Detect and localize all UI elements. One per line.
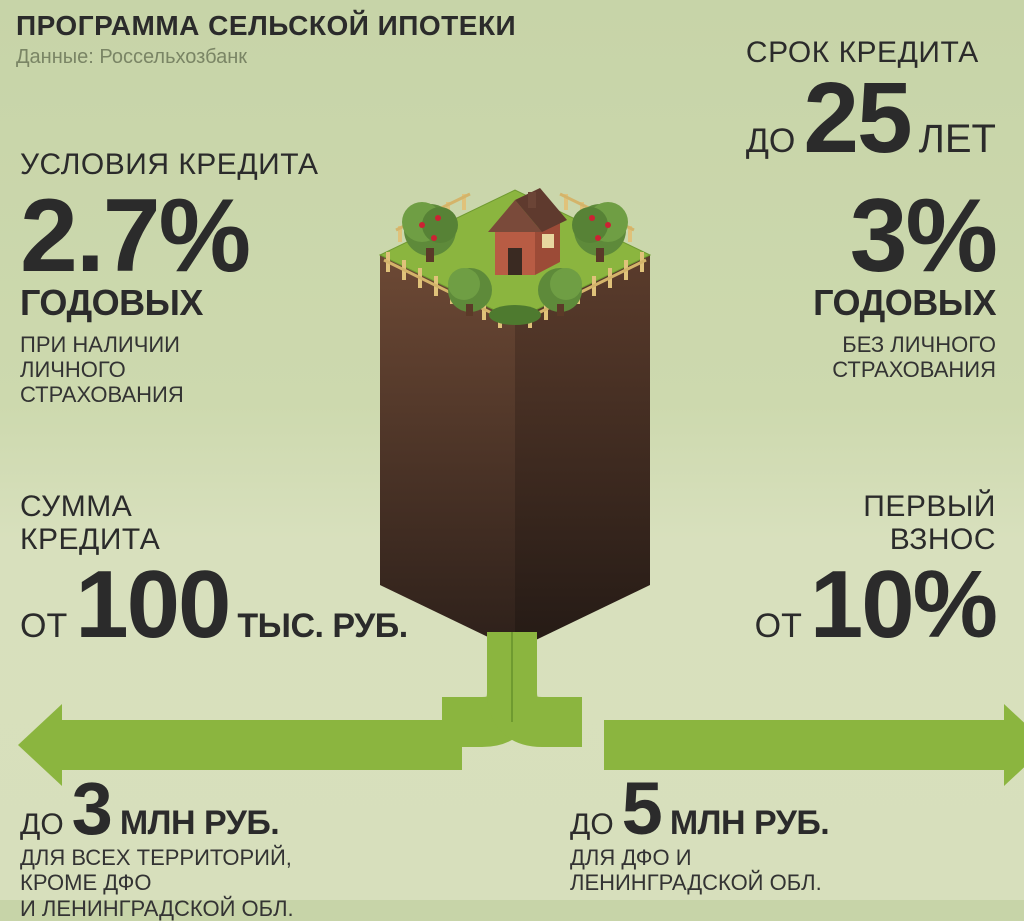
rate-with-insurance-note: ПРИ НАЛИЧИИ ЛИЧНОГО СТРАХОВАНИЯ	[20, 332, 249, 408]
amount-value: 100	[75, 562, 229, 648]
limit-left-unit: МЛН РУБ.	[120, 804, 279, 843]
amount-label: СУММА КРЕДИТА	[20, 490, 408, 556]
rate-without-insurance-note: БЕЗ ЛИЧНОГО СТРАХОВАНИЯ	[813, 332, 996, 383]
limit-left-block: ДО 3 МЛН РУБ. ДЛЯ ВСЕХ ТЕРРИТОРИЙ, КРОМЕ…	[20, 776, 294, 921]
arrow-right	[604, 720, 1004, 770]
land-plot-illustration	[360, 130, 670, 650]
rate-without-insurance-block: 3% ГОДОВЫХ БЕЗ ЛИЧНОГО СТРАХОВАНИЯ	[813, 190, 996, 382]
limit-right-value: 5	[622, 776, 662, 843]
limit-right-note: ДЛЯ ДФО И ЛЕНИНГРАДСКОЙ ОБЛ.	[570, 845, 829, 896]
limit-left-value: 3	[72, 776, 112, 843]
limit-left-prefix: ДО	[20, 808, 64, 842]
loan-term-prefix: ДО	[746, 122, 795, 161]
down-payment-label: ПЕРВЫЙ ВЗНОС	[755, 490, 996, 556]
down-payment-value: 10%	[810, 562, 996, 648]
rate-with-insurance-block: 2.7% ГОДОВЫХ ПРИ НАЛИЧИИ ЛИЧНОГО СТРАХОВ…	[20, 190, 249, 407]
arrow-left	[18, 720, 462, 770]
conditions-label-block: УСЛОВИЯ КРЕДИТА	[20, 148, 319, 181]
limit-right-prefix: ДО	[570, 808, 614, 842]
rate-without-insurance-value: 3%	[813, 190, 996, 284]
limit-left-note: ДЛЯ ВСЕХ ТЕРРИТОРИЙ, КРОМЕ ДФО И ЛЕНИНГР…	[20, 845, 294, 921]
down-payment-block: ПЕРВЫЙ ВЗНОС ОТ 10%	[755, 490, 996, 648]
rate-without-insurance-unit: ГОДОВЫХ	[813, 282, 996, 324]
amount-prefix: ОТ	[20, 607, 67, 646]
arrow-connector	[442, 632, 582, 772]
conditions-label: УСЛОВИЯ КРЕДИТА	[20, 148, 319, 181]
limit-right-block: ДО 5 МЛН РУБ. ДЛЯ ДФО И ЛЕНИНГРАДСКОЙ ОБ…	[570, 776, 829, 896]
loan-term-block: СРОК КРЕДИТА ДО 25 ЛЕТ	[746, 36, 996, 163]
loan-term-value: 25	[803, 73, 910, 163]
rate-with-insurance-value: 2.7%	[20, 190, 249, 284]
limit-right-unit: МЛН РУБ.	[670, 804, 829, 843]
amount-block: СУММА КРЕДИТА ОТ 100 ТЫС. РУБ.	[20, 490, 408, 648]
down-payment-prefix: ОТ	[755, 607, 802, 646]
loan-term-unit: ЛЕТ	[919, 117, 996, 162]
